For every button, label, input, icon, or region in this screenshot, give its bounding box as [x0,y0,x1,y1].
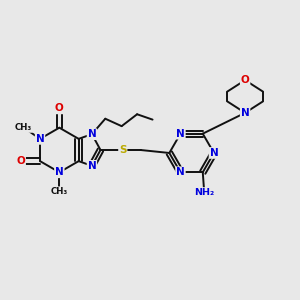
Text: O: O [241,75,250,85]
Text: NH₂: NH₂ [194,188,214,197]
Text: N: N [55,167,64,177]
Text: O: O [16,156,25,166]
Text: N: N [88,161,96,171]
Text: N: N [241,108,250,118]
Text: N: N [36,134,44,144]
Text: N: N [209,148,218,158]
Text: N: N [176,129,185,139]
Text: O: O [55,103,64,113]
Text: S: S [119,145,127,155]
Text: CH₃: CH₃ [15,123,32,132]
Text: N: N [88,129,96,139]
Text: CH₃: CH₃ [51,187,68,196]
Text: N: N [176,167,185,177]
